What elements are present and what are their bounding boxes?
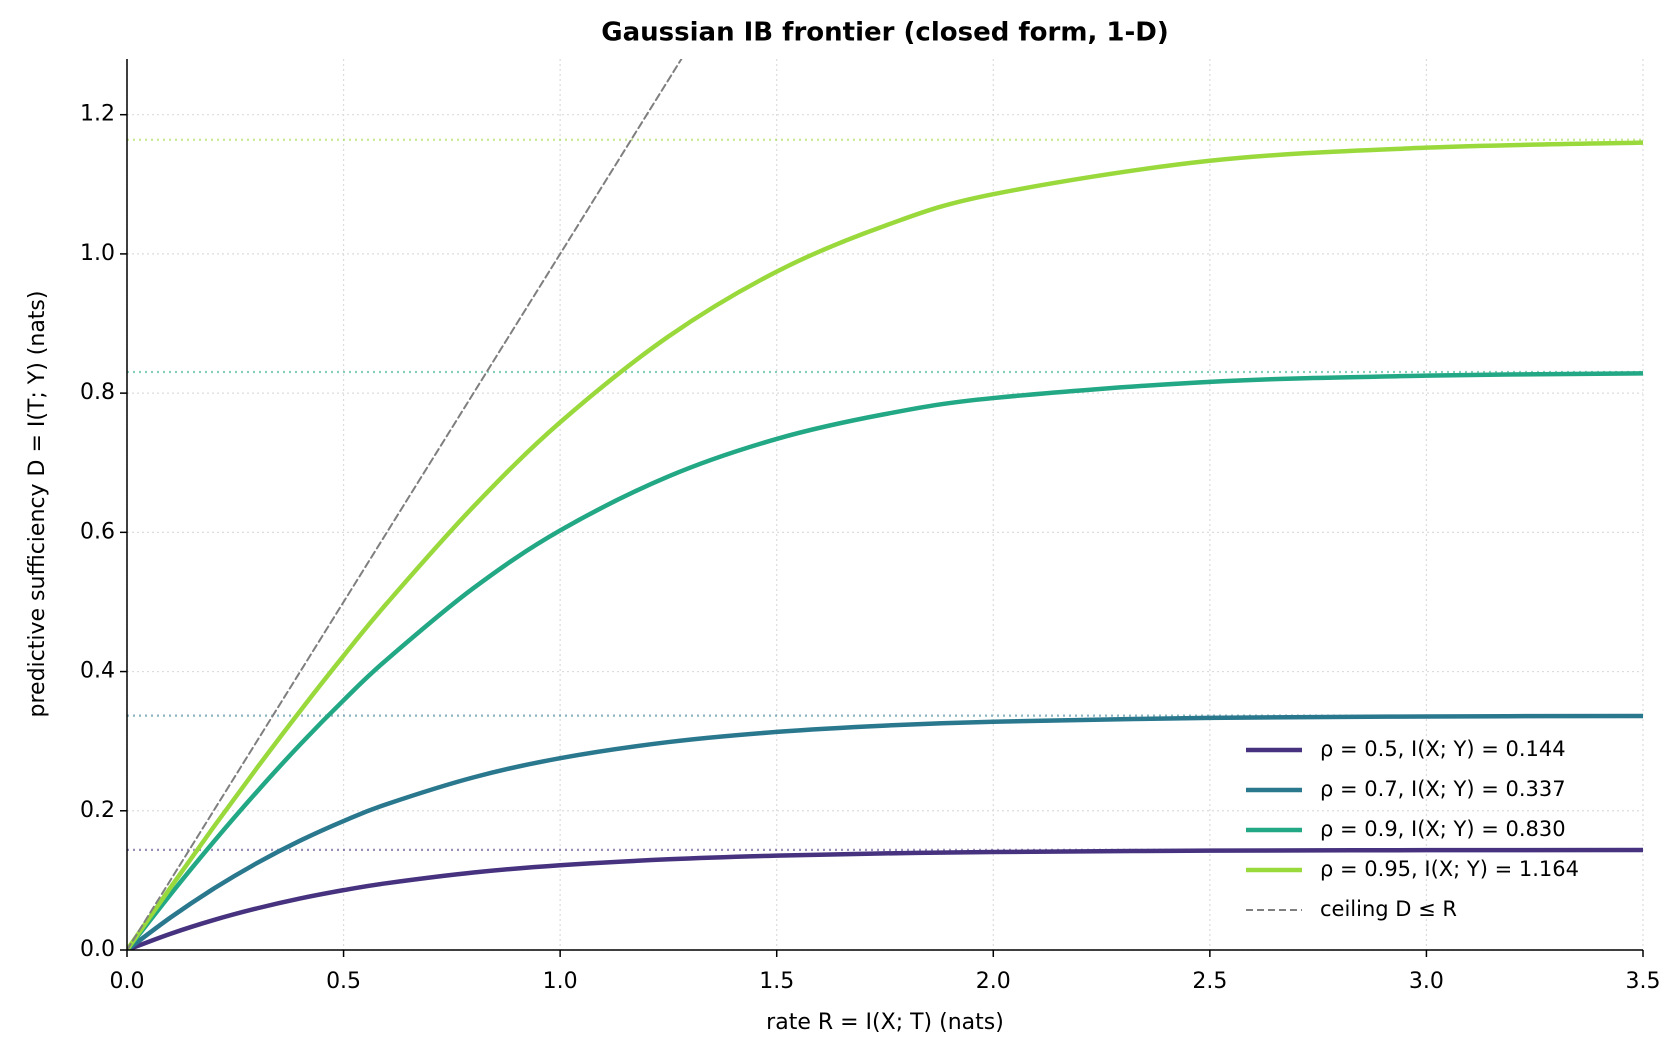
x-axis-label: rate R = I(X; T) (nats)	[766, 1010, 1004, 1035]
x-tick-label: 3.0	[1409, 969, 1444, 994]
y-tick-label: 1.0	[80, 241, 115, 266]
y-tick-label: 0.8	[80, 380, 115, 405]
y-tick-label: 0.0	[80, 937, 115, 962]
x-tick-label: 2.5	[1192, 969, 1227, 994]
legend-label: ρ = 0.5, I(X; Y) = 0.144	[1320, 737, 1566, 761]
x-tick-label: 0.5	[326, 969, 361, 994]
y-tick-label: 0.6	[80, 519, 115, 544]
series-line	[127, 847, 1643, 950]
y-tick-label: 0.2	[80, 798, 115, 823]
x-tick-label: 0.0	[110, 969, 145, 994]
y-axis-label: predictive sufficiency D = I(T; Y) (nats…	[25, 291, 50, 718]
x-tick-label: 1.0	[543, 969, 578, 994]
x-tick-label: 3.5	[1626, 969, 1661, 994]
x-tick-label: 1.5	[759, 969, 794, 994]
chart-title: Gaussian IB frontier (closed form, 1-D)	[601, 18, 1168, 48]
legend-label: ceiling D ≤ R	[1320, 897, 1457, 921]
legend-label: ρ = 0.9, I(X; Y) = 0.830	[1320, 817, 1566, 841]
ceiling-line	[127, 59, 683, 950]
series-line	[127, 371, 1643, 950]
legend-label: ρ = 0.95, I(X; Y) = 1.164	[1320, 857, 1579, 881]
legend-label: ρ = 0.7, I(X; Y) = 0.337	[1320, 777, 1566, 801]
y-tick-label: 0.4	[80, 659, 115, 684]
x-tick-label: 2.0	[976, 969, 1011, 994]
y-tick-label: 1.2	[80, 102, 115, 127]
axes: 0.0 0.5 1.0 1.5 2.0 2.5 3.0 3.5 0.0 0.2 0.4 0.6 0.8 1…	[80, 59, 1661, 994]
series-line	[127, 140, 1643, 950]
series-line	[127, 713, 1643, 950]
legend: ρ = 0.5, I(X; Y) = 0.144 ρ = 0.7, I(X; Y)…	[1246, 737, 1579, 921]
plot-area	[127, 59, 1643, 950]
